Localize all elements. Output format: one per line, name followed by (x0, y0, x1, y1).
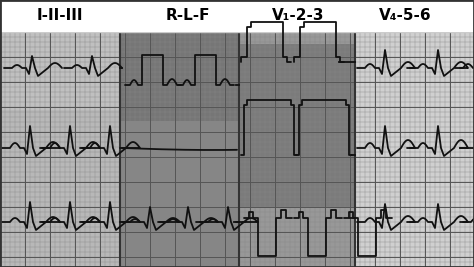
Text: V₄-5-6: V₄-5-6 (379, 9, 431, 23)
Bar (120, 121, 239, 267)
Bar (239, 32, 355, 267)
Text: V₁-2-3: V₁-2-3 (272, 9, 324, 23)
Bar (239, 44, 355, 208)
Bar (0, 0, 474, 32)
Bar (120, 32, 239, 267)
Bar (0, 32, 120, 109)
Text: R-L-F: R-L-F (166, 9, 210, 23)
Bar (355, 32, 474, 267)
Text: I-II-III: I-II-III (37, 9, 83, 23)
Bar (120, 32, 239, 121)
Bar (0, 32, 120, 267)
